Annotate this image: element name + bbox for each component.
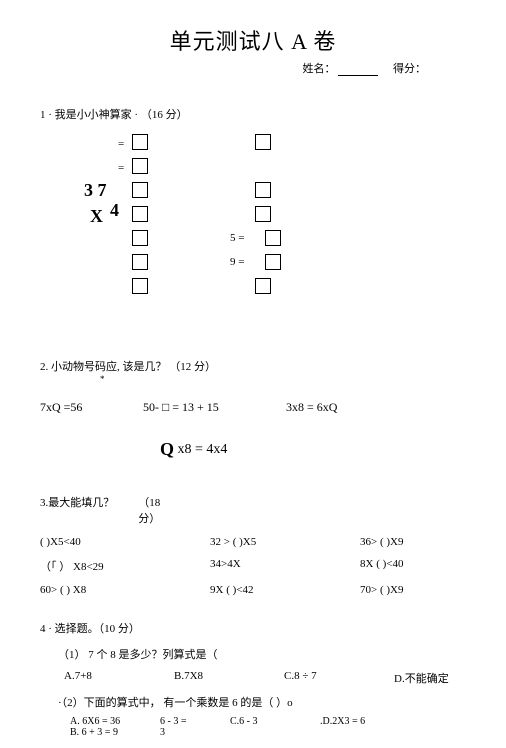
answer-box[interactable] xyxy=(132,254,148,270)
q3-r1b: 32 > ( )X5 xyxy=(210,536,360,548)
score-label: 得分： xyxy=(393,63,426,75)
q3-row3: 60> ( ) X8 9X ( )<42 70> ( )X9 xyxy=(40,584,506,596)
q3-r3a: 60> ( ) X8 xyxy=(40,584,210,596)
q2-star: * xyxy=(40,374,506,384)
label-5eq: 5 = xyxy=(230,232,244,244)
q2-r1a: 7xQ =56 xyxy=(40,400,140,415)
name-blank[interactable] xyxy=(338,75,378,76)
q4-sub1: （1） 7 个 8 是多少？列算式是（ xyxy=(40,646,506,662)
name-label: 姓名： xyxy=(303,63,336,75)
question-1: 1 · 我是小小神算家 · （16 分） = = 3 7 X 4 5 = 9 = xyxy=(0,106,506,332)
q4-sub2: ·（2）下面的算式中， 有一个乘数是 6 的是（ ）o xyxy=(40,694,506,710)
eq-sign: = xyxy=(118,138,124,150)
q3-text: 3.最大能填几？ xyxy=(40,494,114,526)
q2-row1: 7xQ =56 50- □ = 13 + 15 3x8 = 6xQ xyxy=(40,400,506,415)
answer-box[interactable] xyxy=(132,182,148,198)
opt2-a: A. 6X6 = 36B. 6 + 3 = 9 xyxy=(70,716,160,738)
q3-r2c: 8X ( )<40 xyxy=(360,558,403,574)
opt-a: A.7+8 xyxy=(64,670,174,686)
answer-box[interactable] xyxy=(255,278,271,294)
q4-text: 4 · 选择题。（10 分） xyxy=(40,620,506,636)
answer-box[interactable] xyxy=(132,230,148,246)
q-symbol: Q xyxy=(160,439,174,460)
x-symbol: X xyxy=(90,206,103,227)
q2-r2: x8 = 4x4 xyxy=(178,442,228,457)
answer-box[interactable] xyxy=(132,134,148,150)
q2-r1b: 50- □ = 13 + 15 xyxy=(143,400,283,415)
page-title: 单元测试八 A 卷 xyxy=(0,0,506,56)
opt2-d: .D.2X3 = 6 xyxy=(320,716,365,738)
header-line: 姓名： 得分： xyxy=(0,60,506,76)
q1-blanks: = = 3 7 X 4 5 = 9 = xyxy=(40,132,506,332)
label-9eq: 9 = xyxy=(230,256,244,268)
q3-row2: （「 ） X8<29 34>4X 8X ( )<40 xyxy=(40,558,506,574)
eq-sign: = xyxy=(118,162,124,174)
number-4: 4 xyxy=(110,200,119,221)
question-4: 4 · 选择题。（10 分） （1） 7 个 8 是多少？列算式是（ A.7+8… xyxy=(0,620,506,738)
q4-opts2: A. 6X6 = 36B. 6 + 3 = 9 6 - 3 = 3 C.6 - … xyxy=(40,716,506,738)
answer-box[interactable] xyxy=(132,278,148,294)
opt-d: D.不能确定 xyxy=(394,670,449,686)
q3-points: （18 分） xyxy=(138,494,160,526)
number-37: 3 7 xyxy=(84,180,107,201)
q2-r1c: 3x8 = 6xQ xyxy=(286,400,337,415)
q1-text: 1 · 我是小小神算家 · （16 分） xyxy=(40,106,506,122)
answer-box[interactable] xyxy=(132,158,148,174)
q4-opts1: A.7+8 B.7X8 C.8 ÷ 7 D.不能确定 xyxy=(40,670,506,686)
answer-box[interactable] xyxy=(255,182,271,198)
opt2-b: 6 - 3 = 3 xyxy=(160,716,230,738)
q3-r2a: （「 ） X8<29 xyxy=(40,558,210,574)
opt2-c: C.6 - 3 xyxy=(230,716,320,738)
question-2: 2. 小动物号码应, 该是几？ （12 分） * 7xQ =56 50- □ =… xyxy=(0,358,506,460)
opt-c: C.8 ÷ 7 xyxy=(284,670,394,686)
answer-box[interactable] xyxy=(255,206,271,222)
q3-r2b: 34>4X xyxy=(210,558,360,574)
q3-r1a: ( )X5<40 xyxy=(40,536,210,548)
answer-box[interactable] xyxy=(255,134,271,150)
q2-text: 2. 小动物号码应, 该是几？ （12 分） xyxy=(40,358,506,374)
question-3: 3.最大能填几？ （18 分） ( )X5<40 32 > ( )X5 36> … xyxy=(0,494,506,596)
opt-b: B.7X8 xyxy=(174,670,284,686)
q3-r1c: 36> ( )X9 xyxy=(360,536,403,548)
answer-box[interactable] xyxy=(132,206,148,222)
q3-row1: ( )X5<40 32 > ( )X5 36> ( )X9 xyxy=(40,536,506,548)
answer-box[interactable] xyxy=(265,230,281,246)
q3-r3b: 9X ( )<42 xyxy=(210,584,360,596)
q3-r3c: 70> ( )X9 xyxy=(360,584,403,596)
q2-row2: Q x8 = 4x4 xyxy=(40,439,506,460)
answer-box[interactable] xyxy=(265,254,281,270)
